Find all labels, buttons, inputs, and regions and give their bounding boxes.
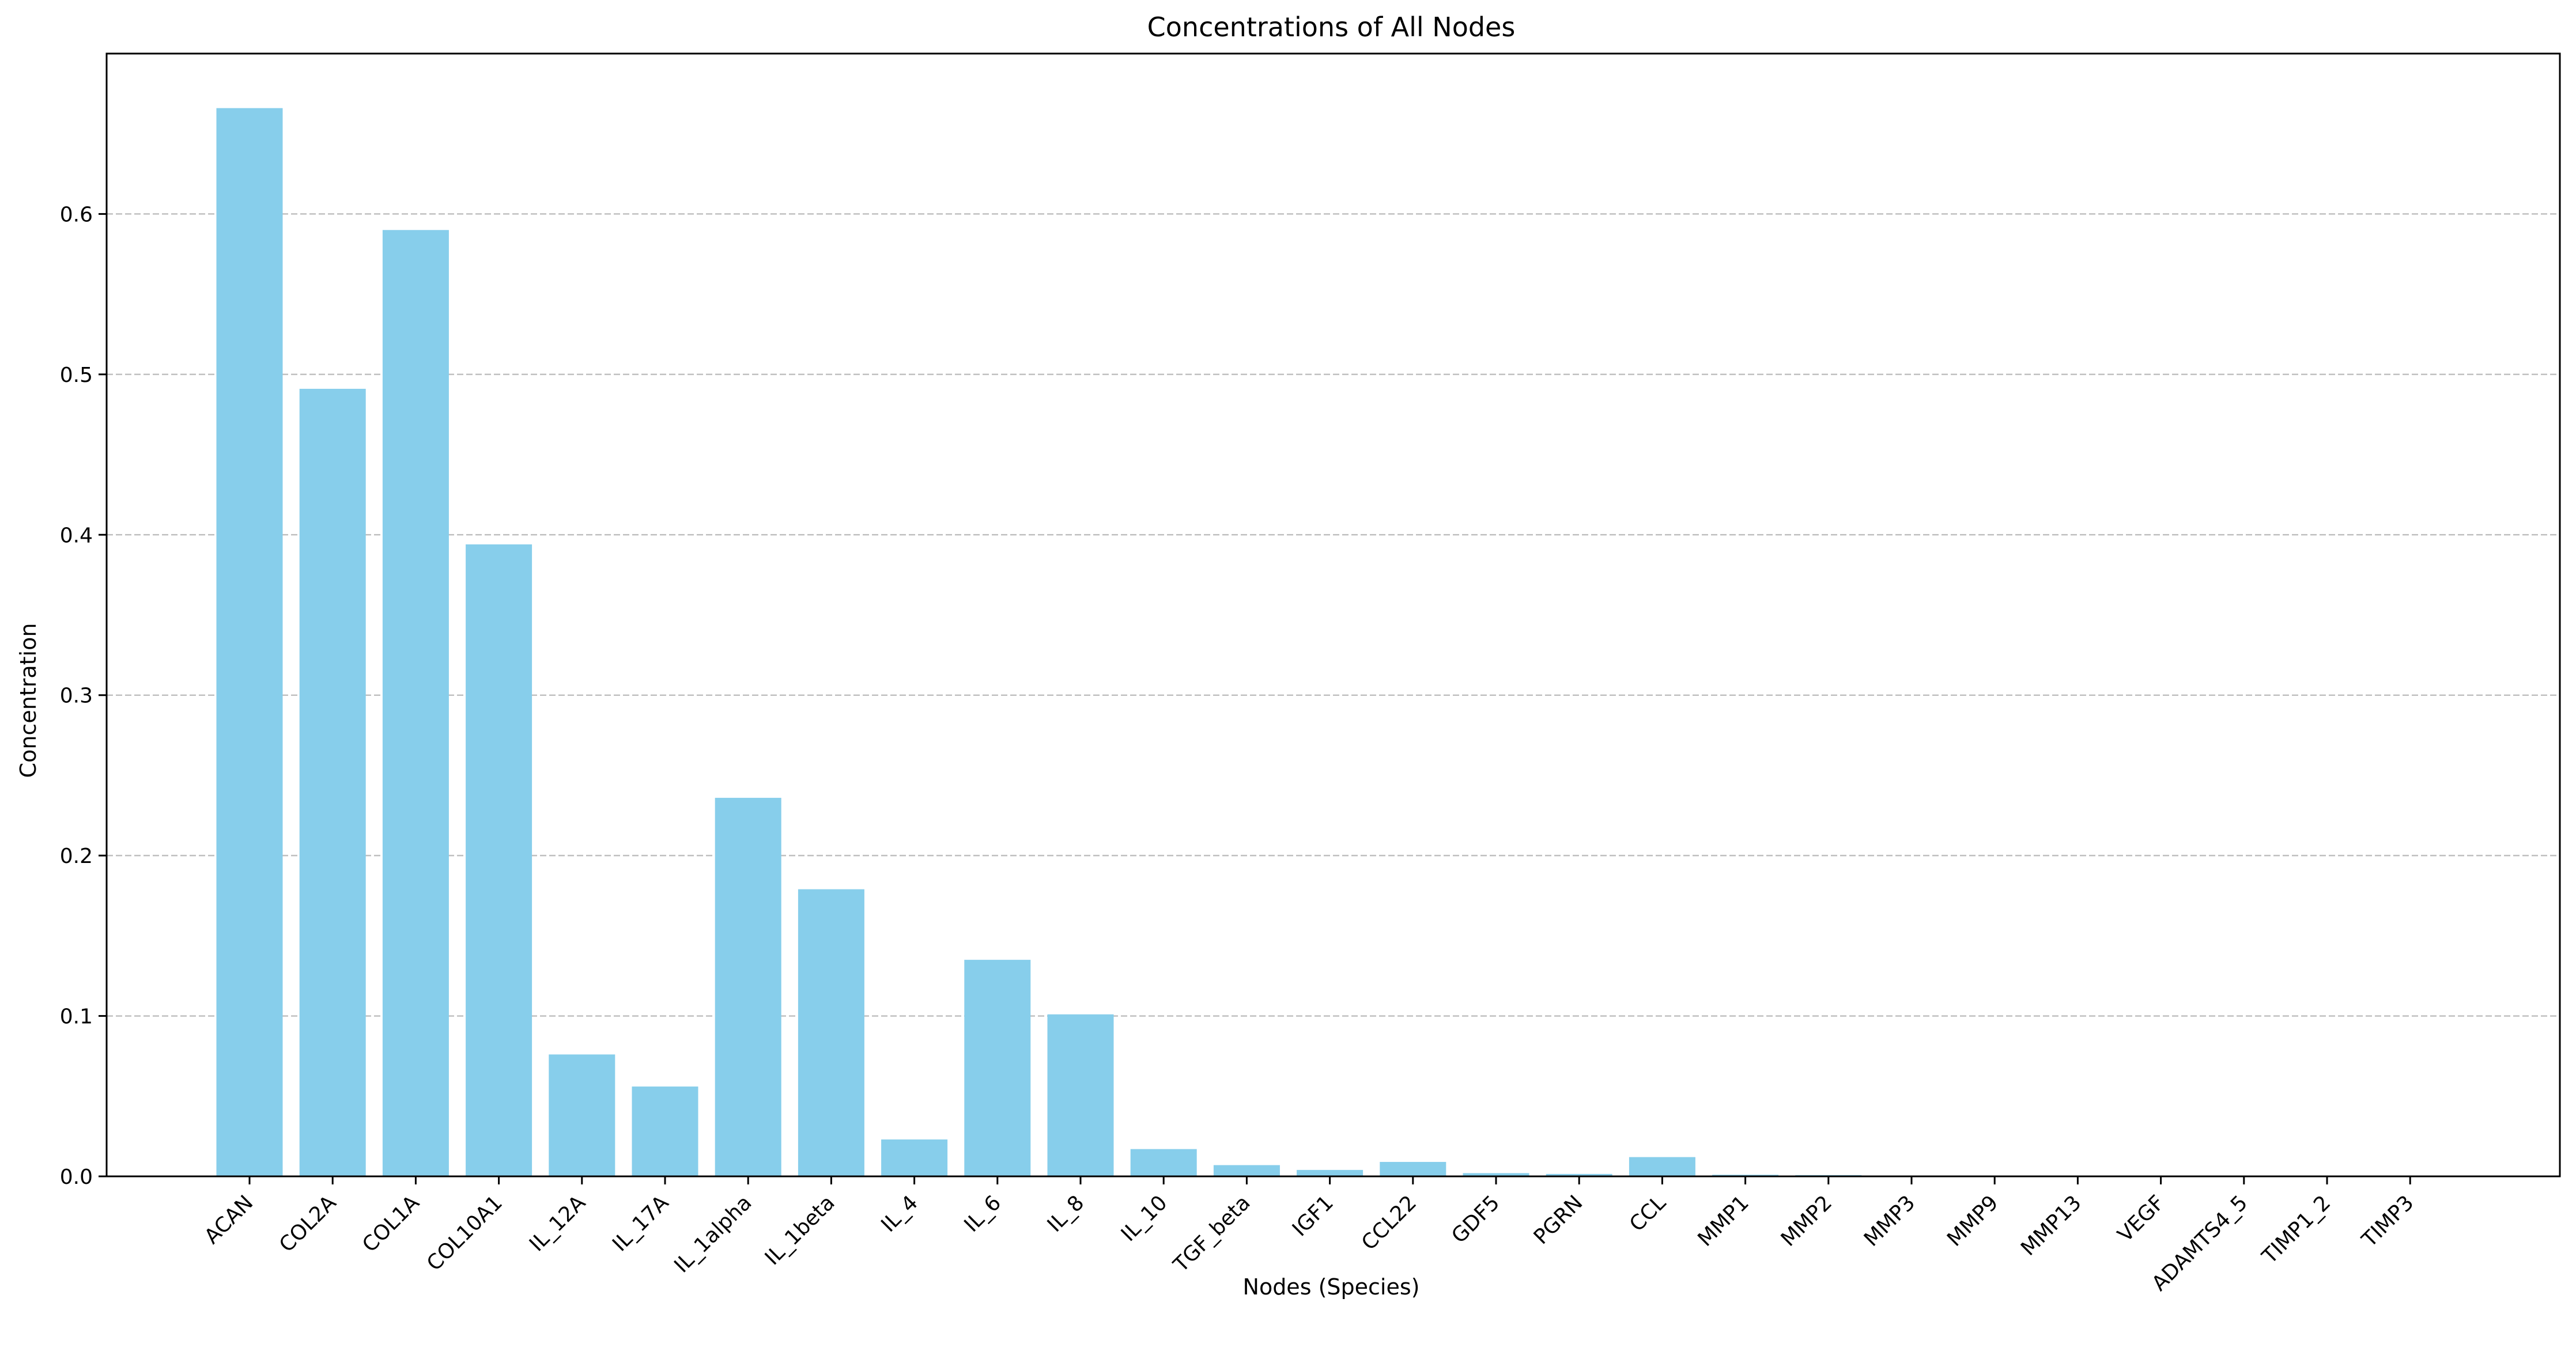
x-tick-label: IL_4 xyxy=(877,1191,923,1237)
y-tick-label: 0.4 xyxy=(60,524,93,547)
x-tick-label: IGF1 xyxy=(1288,1191,1338,1241)
x-tick-label: TIMP3 xyxy=(2357,1191,2418,1252)
y-tick-label: 0.5 xyxy=(60,364,93,387)
bar-il-17a xyxy=(632,1086,698,1176)
x-tick-label: CCL22 xyxy=(1357,1191,1421,1255)
x-tick-label: MMP2 xyxy=(1777,1191,1837,1251)
x-tick-label: PGRN xyxy=(1529,1191,1588,1249)
bar-il-12a xyxy=(549,1054,615,1176)
x-tick-label: VEGF xyxy=(2113,1191,2169,1247)
y-tick-label: 0.3 xyxy=(60,684,93,708)
x-tick-label: COL2A xyxy=(275,1191,341,1257)
x-tick-label: IL_12A xyxy=(525,1191,590,1256)
y-tick-label: 0.2 xyxy=(60,845,93,868)
x-tick-label: IL_17A xyxy=(608,1191,673,1256)
y-axis: 0.0 0.1 0.2 0.3 0.4 0.5 0.6 xyxy=(60,203,107,1189)
y-tick-label: 0.1 xyxy=(60,1005,93,1029)
bar-ccl xyxy=(1629,1157,1695,1176)
y-tick-label: 0.6 xyxy=(60,203,93,226)
x-tick-label: ACAN xyxy=(200,1191,258,1248)
bar-pgrn xyxy=(1546,1173,1612,1176)
x-tick-label: GDF5 xyxy=(1447,1191,1504,1248)
y-axis-label: Concentration xyxy=(16,623,41,778)
x-tick-label: CCL xyxy=(1625,1191,1671,1236)
bar-col10a1 xyxy=(466,544,532,1176)
x-tick-label: MMP3 xyxy=(1860,1191,1920,1251)
bar-il-6 xyxy=(964,960,1031,1176)
chart-title: Concentrations of All Nodes xyxy=(1147,12,1516,43)
x-tick-label: MMP9 xyxy=(1943,1191,2003,1251)
y-tick-label: 0.0 xyxy=(60,1165,93,1189)
bar-il-8 xyxy=(1047,1014,1114,1176)
bar-il-1beta xyxy=(798,889,864,1176)
bar-il-4 xyxy=(881,1139,948,1176)
x-tick-label: TGF_beta xyxy=(1169,1191,1255,1277)
bar-ccl22 xyxy=(1380,1161,1446,1176)
x-tick-label: IL_8 xyxy=(1043,1191,1089,1237)
x-tick-label: MMP1 xyxy=(1694,1191,1754,1251)
bar-acan xyxy=(216,108,283,1176)
x-axis-label: Nodes (Species) xyxy=(1243,1274,1420,1300)
x-tick-label: IL_1alpha xyxy=(670,1191,756,1277)
x-tick-label: MMP13 xyxy=(2016,1191,2086,1260)
bar-col2a xyxy=(299,388,366,1176)
bar-gdf5 xyxy=(1463,1173,1529,1176)
x-tick-label: IL_1beta xyxy=(761,1191,840,1270)
x-tick-label: COL1A xyxy=(358,1191,424,1257)
bars xyxy=(216,108,2443,1176)
bar-il-1alpha xyxy=(715,797,781,1176)
bar-igf1 xyxy=(1297,1169,1363,1176)
x-tick-label: TIMP1_2 xyxy=(2257,1191,2335,1269)
bar-col1a xyxy=(382,230,449,1176)
plot-frame xyxy=(105,52,2561,1178)
bar-il-10 xyxy=(1130,1149,1197,1176)
x-tick-label: IL_10 xyxy=(1117,1191,1172,1246)
x-tick-label: COL10A1 xyxy=(422,1191,507,1275)
bar-tgf-beta xyxy=(1213,1165,1280,1176)
x-tick-label: IL_6 xyxy=(960,1191,1006,1237)
